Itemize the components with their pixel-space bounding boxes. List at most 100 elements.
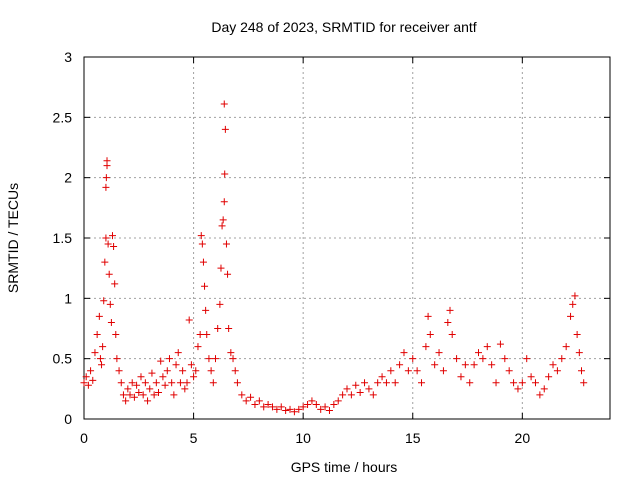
data-point xyxy=(152,379,160,387)
data-point xyxy=(137,373,145,381)
data-points xyxy=(80,100,588,416)
data-point xyxy=(225,325,233,332)
plot-frame xyxy=(83,56,611,420)
data-point xyxy=(470,361,478,369)
data-point xyxy=(139,391,147,399)
data-point xyxy=(96,355,104,363)
data-point xyxy=(540,385,548,393)
data-point xyxy=(571,292,579,300)
data-point xyxy=(104,240,112,248)
data-point xyxy=(382,379,390,387)
data-point xyxy=(369,391,377,399)
data-point xyxy=(575,349,583,357)
data-point xyxy=(431,361,439,369)
data-point xyxy=(424,312,432,320)
data-point xyxy=(343,385,351,393)
data-point xyxy=(187,361,195,369)
data-point xyxy=(102,183,110,191)
x-tick-label: 5 xyxy=(190,430,198,446)
data-point xyxy=(295,405,303,413)
data-point xyxy=(426,331,434,339)
x-tick-label: 20 xyxy=(515,430,531,446)
data-point xyxy=(229,355,237,363)
data-point xyxy=(93,331,101,339)
data-point xyxy=(422,343,430,351)
data-point xyxy=(115,367,123,375)
data-point xyxy=(168,379,176,387)
data-point xyxy=(219,216,227,224)
data-point xyxy=(146,385,154,393)
x-tick-label: 10 xyxy=(295,430,311,446)
data-point xyxy=(157,357,165,365)
data-point xyxy=(172,361,180,369)
data-point xyxy=(475,349,482,357)
data-point xyxy=(194,343,202,351)
data-point xyxy=(221,170,229,178)
data-point xyxy=(290,408,298,416)
data-point xyxy=(286,405,294,413)
data-point xyxy=(122,397,130,405)
data-point xyxy=(176,379,184,387)
data-point xyxy=(439,367,447,375)
data-point xyxy=(113,355,121,363)
x-tick-label: 15 xyxy=(405,430,421,446)
data-point xyxy=(110,242,118,250)
data-point xyxy=(312,401,320,409)
data-point xyxy=(155,388,163,396)
data-point xyxy=(119,391,127,399)
x-tick-label: 0 xyxy=(80,430,88,446)
data-point xyxy=(222,240,230,248)
y-tick-label: 1 xyxy=(64,290,72,306)
axis-ticks: 0 0.5 1 1.5 2 2.5 3 0 5 10 15 20 xyxy=(53,49,610,446)
data-point xyxy=(347,391,355,399)
data-point xyxy=(374,379,382,387)
data-point xyxy=(181,385,189,393)
data-point xyxy=(126,391,134,399)
data-point xyxy=(400,349,408,357)
data-point xyxy=(435,349,443,357)
data-point xyxy=(170,391,178,399)
data-point xyxy=(444,318,452,326)
data-point xyxy=(558,355,566,363)
data-point xyxy=(479,355,487,363)
data-point xyxy=(174,349,182,357)
y-tick-label: 0.5 xyxy=(53,351,73,367)
data-point xyxy=(404,367,412,375)
data-point xyxy=(501,355,509,363)
data-point xyxy=(84,381,92,389)
data-point xyxy=(365,385,373,393)
data-point xyxy=(108,232,116,240)
data-point xyxy=(304,401,312,409)
data-point xyxy=(446,306,454,314)
data-point xyxy=(247,393,255,401)
data-point xyxy=(238,391,246,399)
data-point xyxy=(202,306,210,314)
data-point xyxy=(396,361,404,369)
data-point xyxy=(321,403,329,411)
data-point xyxy=(339,391,347,399)
data-point xyxy=(496,340,504,348)
data-point xyxy=(409,355,417,363)
data-point xyxy=(87,367,95,375)
data-point xyxy=(130,393,138,401)
data-point xyxy=(352,381,360,389)
data-point xyxy=(218,222,226,230)
data-point xyxy=(317,405,325,413)
data-point xyxy=(510,379,518,387)
data-point xyxy=(80,379,88,387)
data-point xyxy=(203,331,211,339)
data-point xyxy=(212,355,219,363)
chart-title: Day 248 of 2023, SRMTID for receiver ant… xyxy=(211,19,476,35)
data-point xyxy=(221,125,229,133)
data-point xyxy=(198,240,206,248)
data-point xyxy=(569,300,577,308)
data-point xyxy=(91,349,99,357)
data-point xyxy=(216,300,224,308)
y-axis-label: SRMTID / TECUs xyxy=(5,183,21,293)
data-point xyxy=(220,100,228,108)
data-point xyxy=(124,385,132,393)
data-point xyxy=(453,355,461,363)
data-point xyxy=(89,376,97,384)
data-point xyxy=(273,405,281,413)
data-point xyxy=(128,379,136,387)
